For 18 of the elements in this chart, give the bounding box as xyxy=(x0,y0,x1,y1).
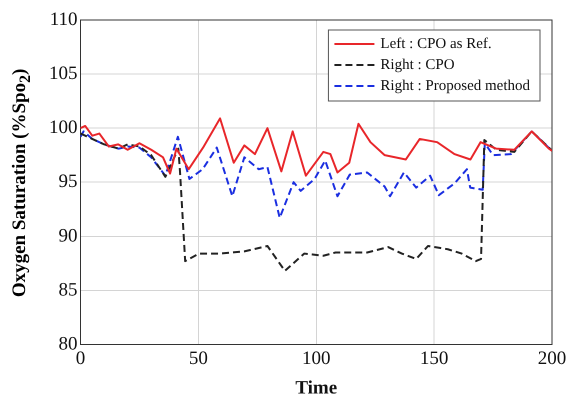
x-axis-title: Time xyxy=(295,378,338,399)
y-tick-label: 100 xyxy=(49,117,78,138)
line-series xyxy=(80,130,552,272)
x-tick-label: 50 xyxy=(188,348,208,369)
x-tick-label: 0 xyxy=(76,348,86,369)
line-series xyxy=(80,130,552,219)
legend-label: Left : CPO as Ref. xyxy=(380,36,492,52)
legend-label: Right : Proposed method xyxy=(380,78,530,94)
legend-label: Right : CPO xyxy=(380,56,455,73)
y-tick-label: 90 xyxy=(58,225,78,246)
y-tick-label: 110 xyxy=(50,8,78,30)
y-tick-label: 105 xyxy=(49,63,78,84)
x-tick-label: 200 xyxy=(538,348,566,369)
x-tick-label: 150 xyxy=(420,348,448,369)
y-tick-label: 80 xyxy=(58,333,78,354)
y-tick-label: 95 xyxy=(58,171,78,192)
x-tick-label: 100 xyxy=(302,348,330,369)
y-tick-label: 85 xyxy=(58,279,78,300)
